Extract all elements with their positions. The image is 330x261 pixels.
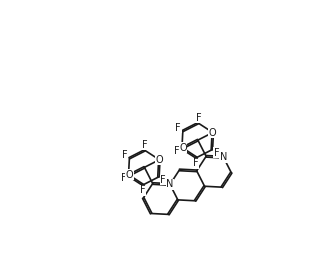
Text: F: F [121, 173, 126, 183]
Text: F: F [142, 140, 148, 150]
Text: O: O [155, 155, 163, 165]
Text: F: F [214, 148, 219, 158]
Text: O: O [179, 143, 187, 153]
Text: N: N [220, 152, 227, 162]
Text: F: F [196, 113, 201, 123]
Text: F: F [176, 123, 181, 133]
Text: O: O [126, 170, 133, 180]
Text: O: O [209, 128, 216, 138]
Text: F: F [160, 175, 166, 185]
Text: F: F [174, 146, 180, 156]
Text: N: N [166, 180, 174, 189]
Text: F: F [193, 158, 199, 168]
Text: F: F [122, 150, 128, 160]
Text: F: F [140, 185, 146, 195]
